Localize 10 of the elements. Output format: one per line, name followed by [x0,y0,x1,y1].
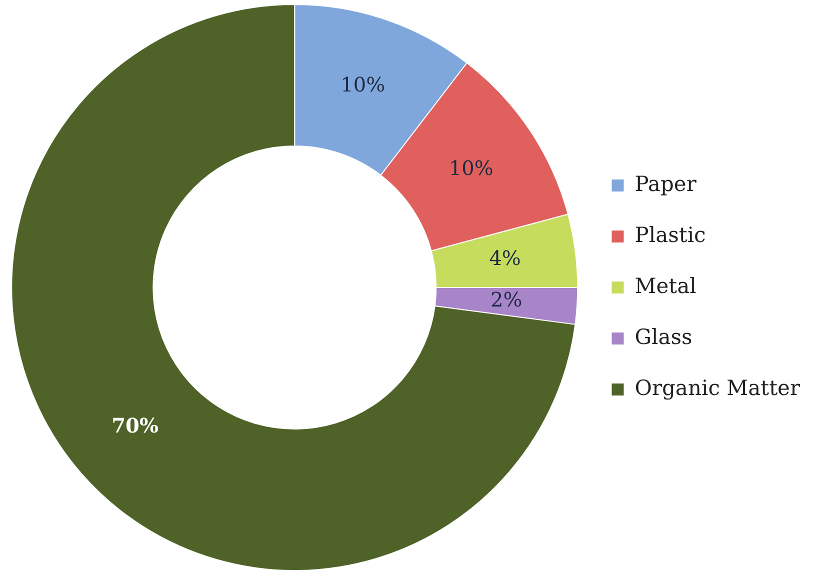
legend-label: Plastic [634,222,706,247]
data-label: 70% [112,414,158,438]
data-label: 2% [490,288,522,312]
data-label: 4% [489,246,521,270]
data-label: 10% [340,72,386,97]
legend-label: Organic Matter [634,376,801,400]
data-label: 10% [448,156,494,180]
legend-label: Metal [634,274,697,298]
legend-label: Paper [634,172,698,196]
legend-label: Glass [634,324,692,349]
